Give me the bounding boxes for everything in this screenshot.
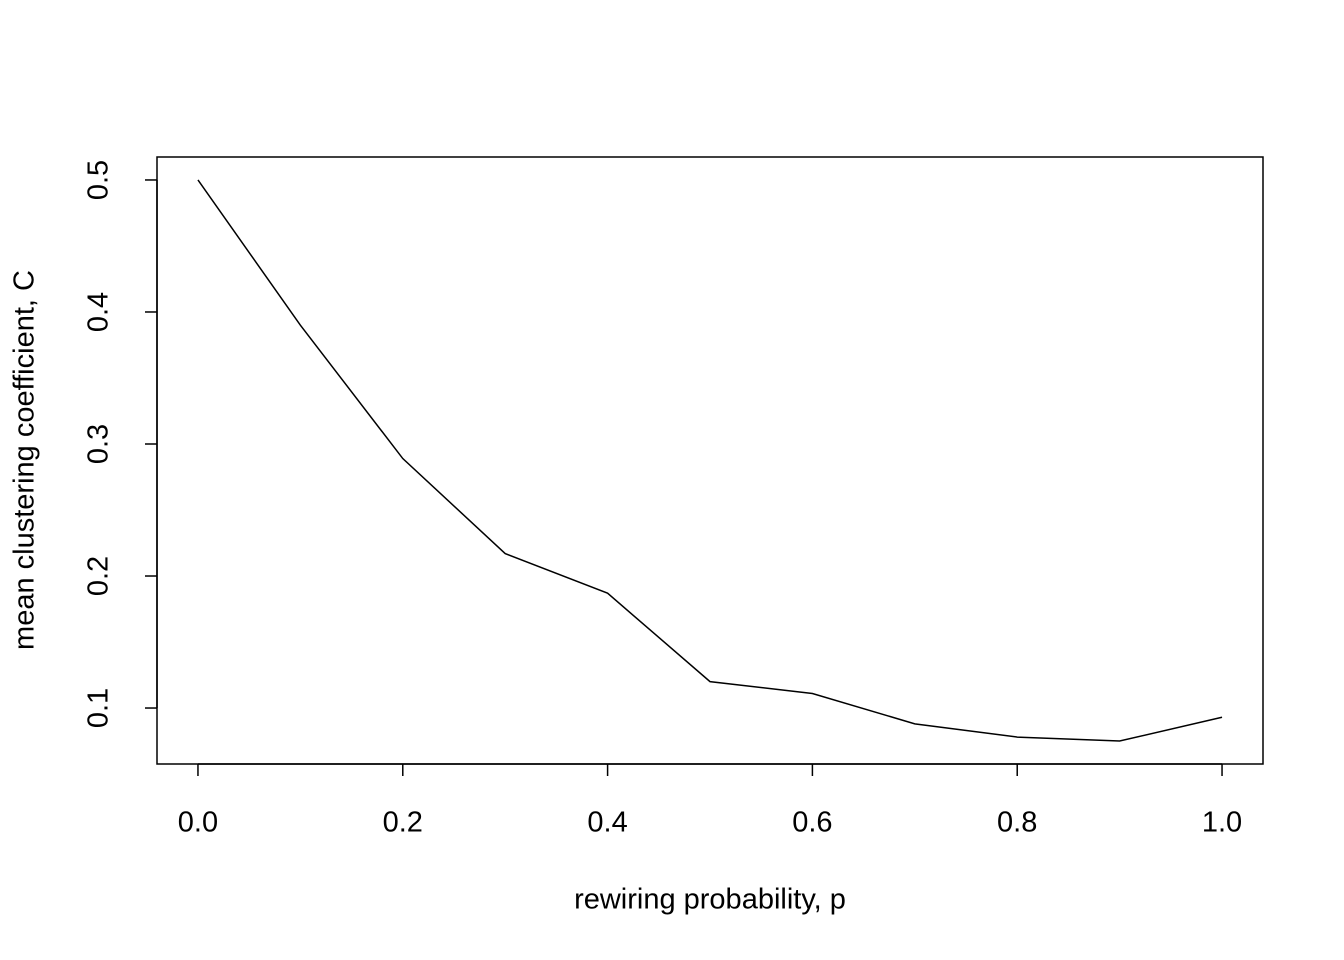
data-line bbox=[197, 179, 1223, 742]
x-tick-label: 0.0 bbox=[178, 807, 218, 839]
y-tick-label: 0.2 bbox=[83, 556, 115, 596]
x-tick-label: 0.8 bbox=[997, 807, 1037, 839]
y-tick-label: 0.1 bbox=[83, 688, 115, 728]
x-tick-label: 0.4 bbox=[587, 807, 627, 839]
y-tick-label: 0.3 bbox=[83, 424, 115, 464]
x-axis-title: rewiring probability, p bbox=[574, 884, 846, 916]
plot-frame bbox=[156, 156, 1264, 765]
y-tick-label: 0.4 bbox=[83, 292, 115, 332]
x-tick-label: 0.6 bbox=[792, 807, 832, 839]
x-tick-label: 0.2 bbox=[383, 807, 423, 839]
y-tick-label: 0.5 bbox=[83, 160, 115, 200]
y-axis-title: mean clustering coefficient, C bbox=[9, 270, 41, 650]
x-tick-label: 1.0 bbox=[1202, 807, 1242, 839]
